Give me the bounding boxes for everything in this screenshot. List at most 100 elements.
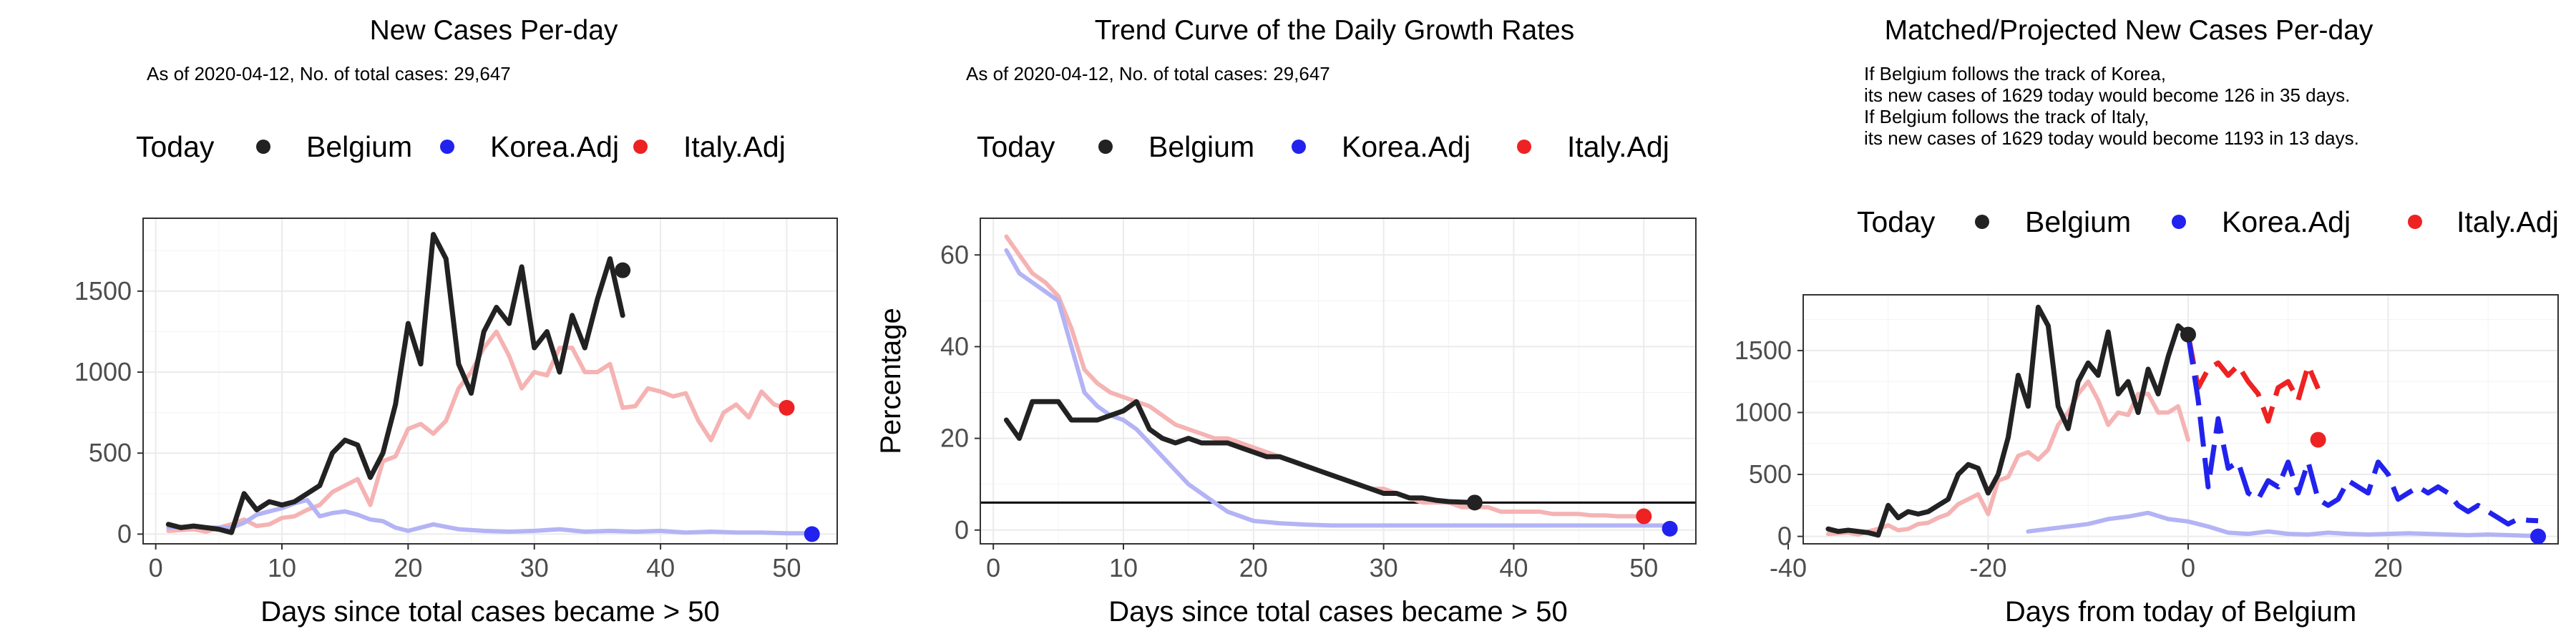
chart-subtitle: If Belgium follows the track of Korea, xyxy=(1864,63,2166,84)
legend-key-belgium xyxy=(256,140,270,154)
plot-area xyxy=(1825,304,2541,538)
x-tick-label: 30 xyxy=(1370,553,1398,582)
y-axis-label: Percentage xyxy=(875,308,907,454)
x-tick-label: 50 xyxy=(772,553,801,582)
x-tick-label: 0 xyxy=(2181,553,2195,582)
series-line-italy-adj-faded xyxy=(1825,379,2190,537)
chart-panel-3: Matched/Projected New Cases Per-day If Be… xyxy=(1735,15,2559,628)
legend-label-italy-adj: Italy.Adj xyxy=(2457,205,2559,238)
x-tick-label: 20 xyxy=(1239,553,1268,582)
x-axis-label: Days since total cases became > 50 xyxy=(1108,596,1567,628)
legend-key-belgium xyxy=(1975,215,1989,229)
x-tick-label: 0 xyxy=(149,553,163,582)
endpoint-italy-adj xyxy=(779,399,795,416)
chart-panel-2: Trend Curve of the Daily Growth Rates As … xyxy=(875,15,1697,628)
endpoint-korea-adj xyxy=(1662,520,1678,537)
y-tick-label: 0 xyxy=(117,519,132,548)
endpoint-korea-adj xyxy=(804,526,820,542)
x-tick-label: 10 xyxy=(1109,553,1138,582)
series-line-belgium-solid xyxy=(1825,304,2191,538)
series-line-belgium-solid xyxy=(165,232,625,535)
chart-subtitle: its new cases of 1629 today would become… xyxy=(1864,127,2359,149)
chart-subtitle: As of 2020-04-12, No. of total cases: 29… xyxy=(147,63,511,84)
legend-label-belgium: Belgium xyxy=(306,130,412,163)
y-tick-label: 0 xyxy=(1777,522,1792,551)
legend-label-korea-adj: Korea.Adj xyxy=(1342,130,1470,163)
legend-label-italy-adj: Italy.Adj xyxy=(683,130,786,163)
x-tick-label: 0 xyxy=(986,553,1000,582)
series-line-korea-adj-faded xyxy=(166,497,814,536)
legend-key-italy-adj xyxy=(2408,215,2422,229)
legend-title: Today xyxy=(136,130,215,163)
y-tick-label: 1500 xyxy=(74,276,132,306)
x-axis-label: Days from today of Belgium xyxy=(2005,596,2356,628)
chart-title: Trend Curve of the Daily Growth Rates xyxy=(1095,15,1574,46)
y-tick-label: 1000 xyxy=(74,357,132,386)
x-tick-label: -20 xyxy=(1969,553,2006,582)
y-tick-label: 60 xyxy=(940,240,969,269)
chart-subtitle: As of 2020-04-12, No. of total cases: 29… xyxy=(966,63,1330,84)
chart-title: New Cases Per-day xyxy=(370,15,618,46)
endpoint-italy-adj xyxy=(1636,508,1652,525)
legend-title: Today xyxy=(1857,205,1936,238)
legend-title: Today xyxy=(977,130,1055,163)
legend-key-korea-adj xyxy=(440,140,454,154)
x-tick-label: 40 xyxy=(1499,553,1528,582)
legend-label-belgium: Belgium xyxy=(2025,205,2131,238)
y-tick-label: 500 xyxy=(1749,459,1792,489)
grid xyxy=(980,218,1696,544)
endpoint-italy-adj xyxy=(2310,431,2326,448)
legend-label-italy-adj: Italy.Adj xyxy=(1567,130,1669,163)
plot-border xyxy=(142,218,838,545)
legend: Today Belgium Korea.Adj Italy.Adj xyxy=(136,130,786,163)
chart-panel-1: New Cases Per-day As of 2020-04-12, No. o… xyxy=(74,15,838,628)
chart-title: Matched/Projected New Cases Per-day xyxy=(1885,15,2373,46)
endpoint-korea-adj xyxy=(2530,528,2547,545)
endpoint-belgium xyxy=(1466,494,1483,511)
x-tick-label: 40 xyxy=(646,553,675,582)
plot-area xyxy=(980,234,1696,528)
y-tick-label: 500 xyxy=(89,438,132,467)
x-tick-label: 30 xyxy=(520,553,549,582)
plot-border xyxy=(1802,294,2559,545)
endpoint-belgium xyxy=(615,262,631,278)
plot-area xyxy=(165,232,814,536)
x-axis-label: Days since total cases became > 50 xyxy=(260,596,719,628)
y-tick-label: 40 xyxy=(940,331,969,361)
legend-key-italy-adj xyxy=(1517,140,1531,154)
x-tick-label: -40 xyxy=(1770,553,1807,582)
series-line-korea-adj-faded xyxy=(2026,510,2541,538)
y-tick-label: 1500 xyxy=(1735,336,1792,365)
legend-label-korea-adj: Korea.Adj xyxy=(2222,205,2351,238)
y-tick-label: 20 xyxy=(940,424,969,453)
legend-key-korea-adj xyxy=(1292,140,1306,154)
axes: -40 -20 0 20 0 500 1000 1500 xyxy=(1735,336,2403,582)
axes: 0 10 20 30 40 50 0 20 40 60 xyxy=(940,240,1658,582)
chart-subtitle: its new cases of 1629 today would become… xyxy=(1864,84,2350,106)
legend-label-korea-adj: Korea.Adj xyxy=(490,130,619,163)
legend-key-belgium xyxy=(1098,140,1113,154)
legend-label-belgium: Belgium xyxy=(1148,130,1254,163)
x-tick-label: 20 xyxy=(2373,553,2402,582)
legend-key-italy-adj xyxy=(633,140,648,154)
endpoint-belgium xyxy=(2180,326,2196,343)
series-line-korea-adj-faded xyxy=(1004,248,1672,528)
grid xyxy=(143,218,837,544)
plot-background xyxy=(980,218,1696,544)
plot-border xyxy=(980,218,1697,545)
series-line-italy-adj-projected xyxy=(2185,333,2321,424)
series-line-belgium-solid xyxy=(1003,399,1478,505)
y-tick-label: 0 xyxy=(955,515,969,545)
series-line-korea-adj-projected xyxy=(2185,334,2539,527)
chart-subtitle: If Belgium follows the track of Italy, xyxy=(1864,106,2149,127)
x-tick-label: 20 xyxy=(394,553,422,582)
y-tick-label: 1000 xyxy=(1735,397,1792,426)
legend: Today Belgium Korea.Adj Italy.Adj xyxy=(977,130,1669,163)
x-tick-label: 50 xyxy=(1629,553,1658,582)
legend: Today Belgium Korea.Adj Italy.Adj xyxy=(1857,205,2559,238)
plot-background xyxy=(143,218,837,544)
legend-key-korea-adj xyxy=(2172,215,2186,229)
x-tick-label: 10 xyxy=(268,553,296,582)
